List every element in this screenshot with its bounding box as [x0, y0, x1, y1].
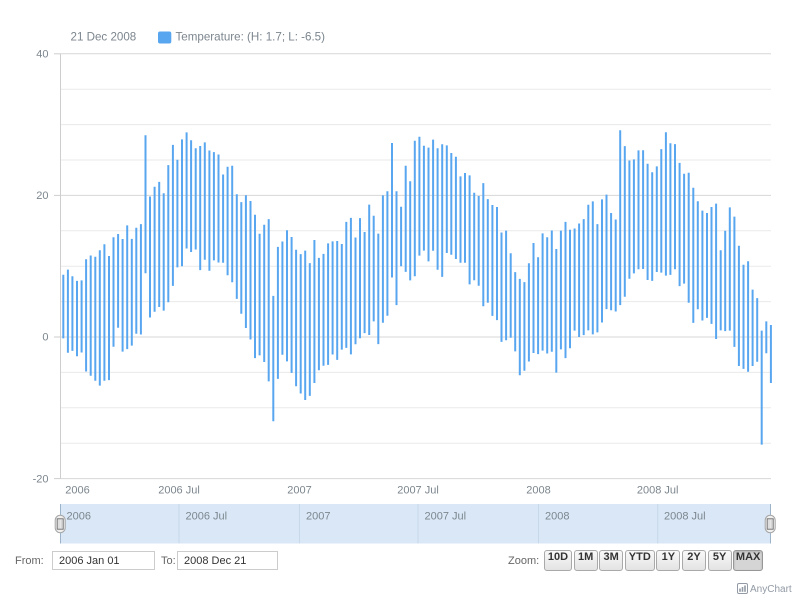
svg-text:0: 0 — [42, 332, 48, 344]
svg-text:2008 Jul: 2008 Jul — [664, 511, 706, 523]
svg-text:2006 Jul: 2006 Jul — [158, 485, 200, 497]
svg-text:40: 40 — [36, 49, 48, 61]
svg-text:2007: 2007 — [306, 511, 330, 523]
svg-text:20: 20 — [36, 190, 48, 202]
svg-text:2008: 2008 — [545, 511, 569, 523]
svg-text:2006: 2006 — [67, 511, 91, 523]
svg-text:2006 Jul: 2006 Jul — [186, 511, 228, 523]
svg-text:2008 Jul: 2008 Jul — [637, 485, 679, 497]
svg-text:2007 Jul: 2007 Jul — [425, 511, 467, 523]
svg-text:2007: 2007 — [287, 485, 311, 497]
svg-text:2007 Jul: 2007 Jul — [397, 485, 439, 497]
svg-text:21 Dec 2008: 21 Dec 2008 — [71, 31, 137, 44]
svg-text:Temperature: (H: 1.7; L: -6.5): Temperature: (H: 1.7; L: -6.5) — [176, 31, 326, 44]
svg-text:-20: -20 — [33, 473, 49, 485]
svg-text:2006: 2006 — [65, 485, 89, 497]
svg-text:2008: 2008 — [526, 485, 550, 497]
